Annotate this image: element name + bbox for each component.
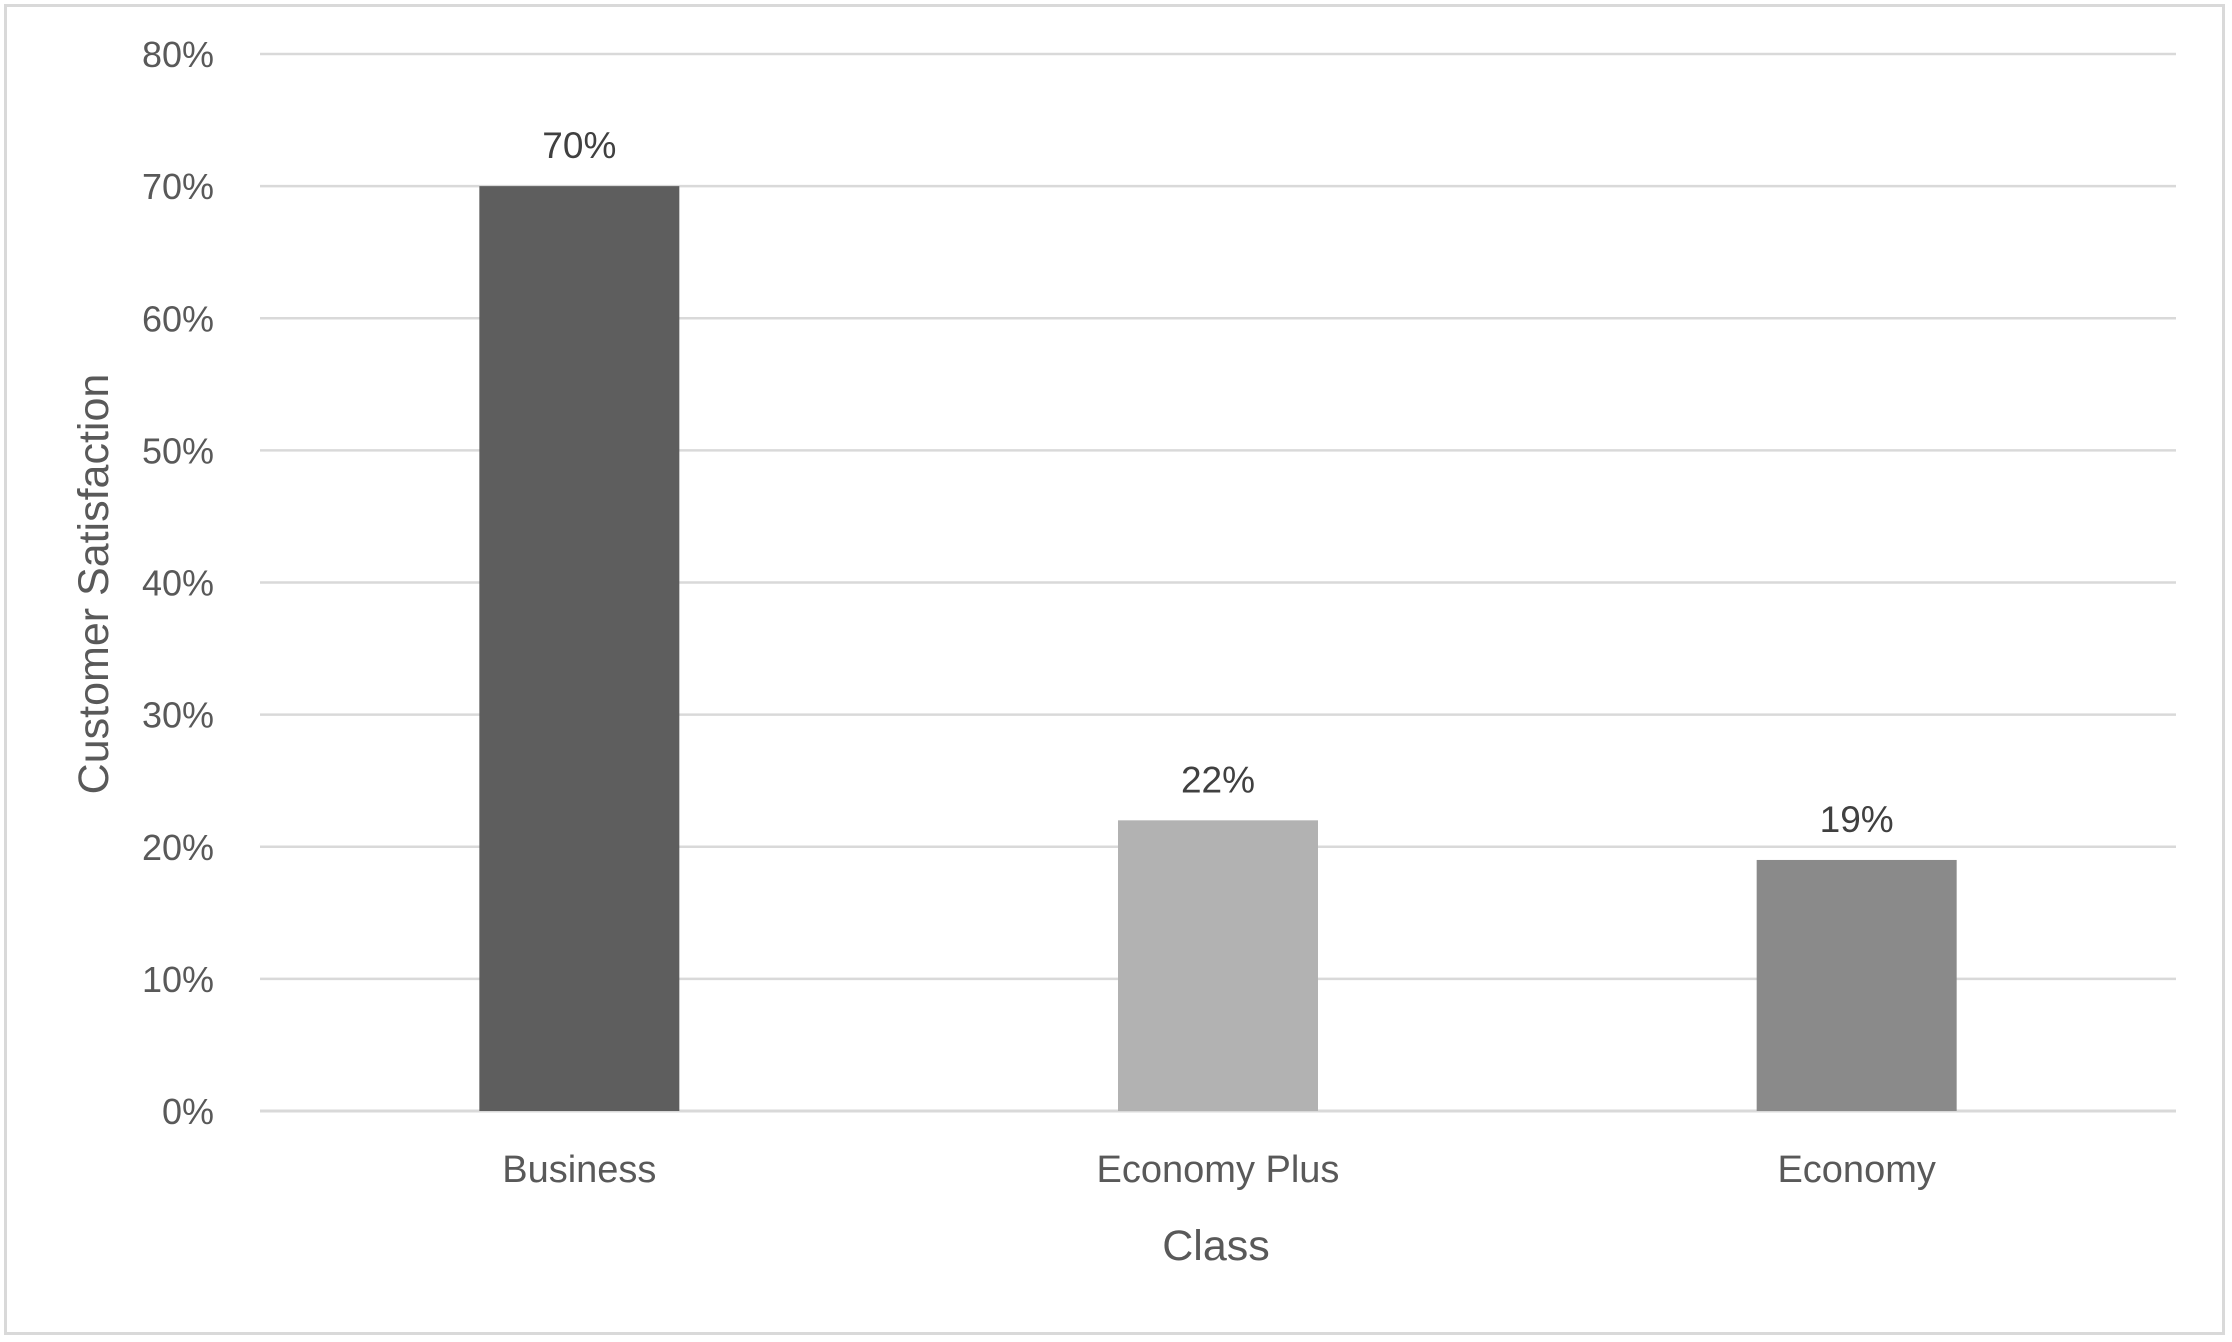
x-tick-label: Economy Plus — [1097, 1149, 1340, 1191]
data-label: 22% — [1181, 759, 1255, 800]
y-axis-ticks: 0% 10% 20% 30% 40% 50% 60% 70% 80% — [142, 34, 214, 1132]
bar-economy-plus — [1118, 820, 1318, 1111]
x-axis-ticks: Business Economy Plus Economy — [502, 1149, 1936, 1191]
bar-economy — [1756, 859, 1957, 1111]
y-tick-label: 70% — [142, 166, 214, 207]
x-axis-title: Class — [1162, 1222, 1270, 1270]
y-axis-title: Customer Satisfaction — [70, 374, 118, 795]
x-tick-label: Economy — [1777, 1149, 1935, 1191]
y-tick-label: 40% — [142, 563, 214, 604]
y-tick-label: 50% — [142, 430, 214, 471]
y-tick-label: 0% — [162, 1091, 214, 1132]
x-tick-label: Business — [502, 1149, 656, 1191]
data-label: 19% — [1820, 799, 1894, 840]
chart-frame — [4, 4, 2225, 1335]
y-tick-label: 20% — [142, 827, 214, 868]
bar-business — [479, 186, 680, 1111]
y-tick-label: 30% — [142, 695, 214, 736]
y-tick-label: 60% — [142, 298, 214, 339]
y-tick-label: 80% — [142, 34, 214, 75]
data-labels: 70% 22% 19% — [542, 125, 1893, 840]
data-label: 70% — [542, 125, 616, 166]
y-tick-label: 10% — [142, 959, 214, 1000]
bars — [479, 186, 1957, 1111]
